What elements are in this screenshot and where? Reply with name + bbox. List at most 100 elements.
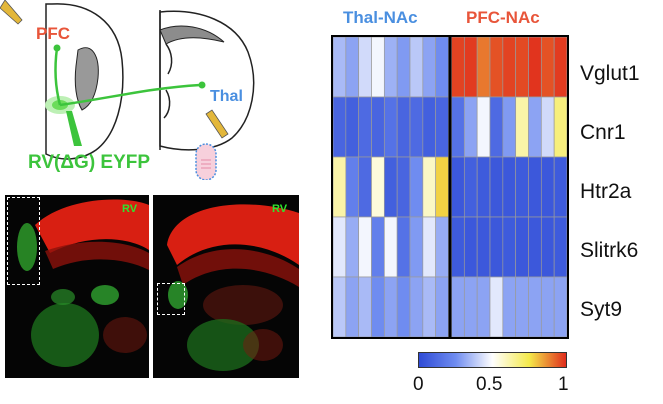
heatmap-cell — [463, 96, 478, 158]
heatmap-cell — [553, 96, 567, 158]
heatmap-cell — [358, 276, 372, 337]
gene-label-vglut1: Vglut1 — [580, 62, 640, 85]
heatmap-cell — [409, 216, 424, 278]
heatmap-cell — [333, 96, 347, 158]
heatmap-cell — [528, 156, 542, 218]
heatmap-cell — [409, 156, 424, 218]
heatmap-cell — [463, 37, 478, 98]
gene-label-syt9: Syt9 — [580, 298, 623, 321]
heatmap-cell — [435, 96, 449, 158]
heatmap-cell — [476, 96, 491, 158]
colorbar-tick-0-5: 0.5 — [476, 374, 503, 395]
heatmap-cell — [553, 216, 567, 278]
heatmap-cell — [358, 216, 372, 278]
heatmap-cell — [333, 276, 347, 337]
heatmap-cell — [528, 37, 542, 98]
histology-panel-left: RV — [5, 195, 149, 378]
rv-tag-left: RV — [122, 203, 138, 215]
heatmap-cell — [435, 37, 449, 98]
heatmap-cell — [396, 156, 411, 218]
heatmap-cell — [422, 96, 437, 158]
heatmap-cell — [396, 216, 411, 278]
heatmap-cell — [489, 156, 504, 218]
heatmap-cell — [489, 37, 504, 98]
heatmap-cell — [489, 276, 504, 337]
colorbar — [418, 352, 567, 368]
heatmap-cell — [345, 276, 360, 337]
heatmap-cell — [553, 276, 567, 337]
heatmap-cell — [422, 37, 437, 98]
heatmap-cell — [463, 216, 478, 278]
heatmap-cell — [383, 276, 398, 337]
gene-label-slitrk6: Slitrk6 — [580, 239, 639, 262]
heatmap-cell — [345, 216, 360, 278]
rv-tag-right: RV — [272, 203, 288, 215]
heatmap-cell — [515, 156, 529, 218]
heatmap-cell — [435, 276, 449, 337]
heatmap-cell — [333, 37, 347, 98]
heatmap-cell — [451, 216, 465, 278]
gene-label-cnr1: Cnr1 — [580, 121, 626, 144]
heatmap-cell — [489, 96, 504, 158]
heatmap-cell — [345, 96, 360, 158]
heatmap-cell — [383, 156, 398, 218]
heatmap-cell — [476, 216, 491, 278]
heatmap-cell — [451, 37, 465, 98]
dashed-roi-left — [7, 197, 40, 285]
heatmap-cell — [371, 276, 385, 337]
colorbar-tick-0: 0 — [413, 374, 424, 395]
heatmap-cell — [540, 156, 555, 218]
heatmap-cell — [345, 156, 360, 218]
heatmap-cell — [540, 276, 555, 337]
heatmap-cell — [409, 37, 424, 98]
heatmap-cell — [451, 156, 465, 218]
heatmap-cell — [553, 37, 567, 98]
colorbar-tick-1: 1 — [558, 374, 569, 395]
heatmap-cell — [540, 96, 555, 158]
gene-label-htr2a: Htr2a — [580, 180, 632, 203]
heatmap-cell — [371, 96, 385, 158]
virus-label: RV(ΔG) EYFP — [28, 152, 151, 173]
heatmap-cell — [409, 276, 424, 337]
expression-heatmap — [331, 35, 569, 339]
group-separator — [448, 37, 452, 337]
heatmap-cell — [383, 216, 398, 278]
heatmap-cell — [358, 96, 372, 158]
heatmap-cell — [333, 216, 347, 278]
heatmap-cell — [502, 276, 517, 337]
heatmap-cell — [540, 37, 555, 98]
heatmap-cell — [553, 156, 567, 218]
heatmap-cell — [515, 216, 529, 278]
histology-panel-right: RV — [153, 195, 299, 378]
group-label-pfc-nac: PFC-NAc — [466, 8, 540, 27]
heatmap-cell — [422, 156, 437, 218]
group-label-thal-nac: Thal-NAc — [343, 8, 418, 27]
heatmap-cell — [358, 37, 372, 98]
heatmap-cell — [502, 96, 517, 158]
heatmap-cell — [409, 96, 424, 158]
heatmap-cell — [476, 37, 491, 98]
heatmap-cell — [396, 96, 411, 158]
heatmap-cell — [383, 37, 398, 98]
heatmap-cell — [422, 276, 437, 337]
thal-label: Thal — [210, 88, 243, 105]
virus-particle-icon — [195, 143, 217, 180]
heatmap-cell — [515, 276, 529, 337]
heatmap-cell — [528, 96, 542, 158]
heatmap-cell — [383, 96, 398, 158]
heatmap-cell — [463, 156, 478, 218]
heatmap-cell — [451, 276, 465, 337]
heatmap-cell — [371, 37, 385, 98]
heatmap-cell — [502, 37, 517, 98]
heatmap-cell — [333, 156, 347, 218]
heatmap-cell — [476, 156, 491, 218]
heatmap-cell — [528, 276, 542, 337]
heatmap-cell — [540, 216, 555, 278]
heatmap-cell — [358, 156, 372, 218]
pfc-label: PFC — [36, 24, 70, 43]
heatmap-cell — [422, 216, 437, 278]
heatmap-cell — [463, 276, 478, 337]
heatmap-cell — [435, 216, 449, 278]
brain-schematic — [0, 0, 255, 180]
heatmap-cell — [489, 216, 504, 278]
